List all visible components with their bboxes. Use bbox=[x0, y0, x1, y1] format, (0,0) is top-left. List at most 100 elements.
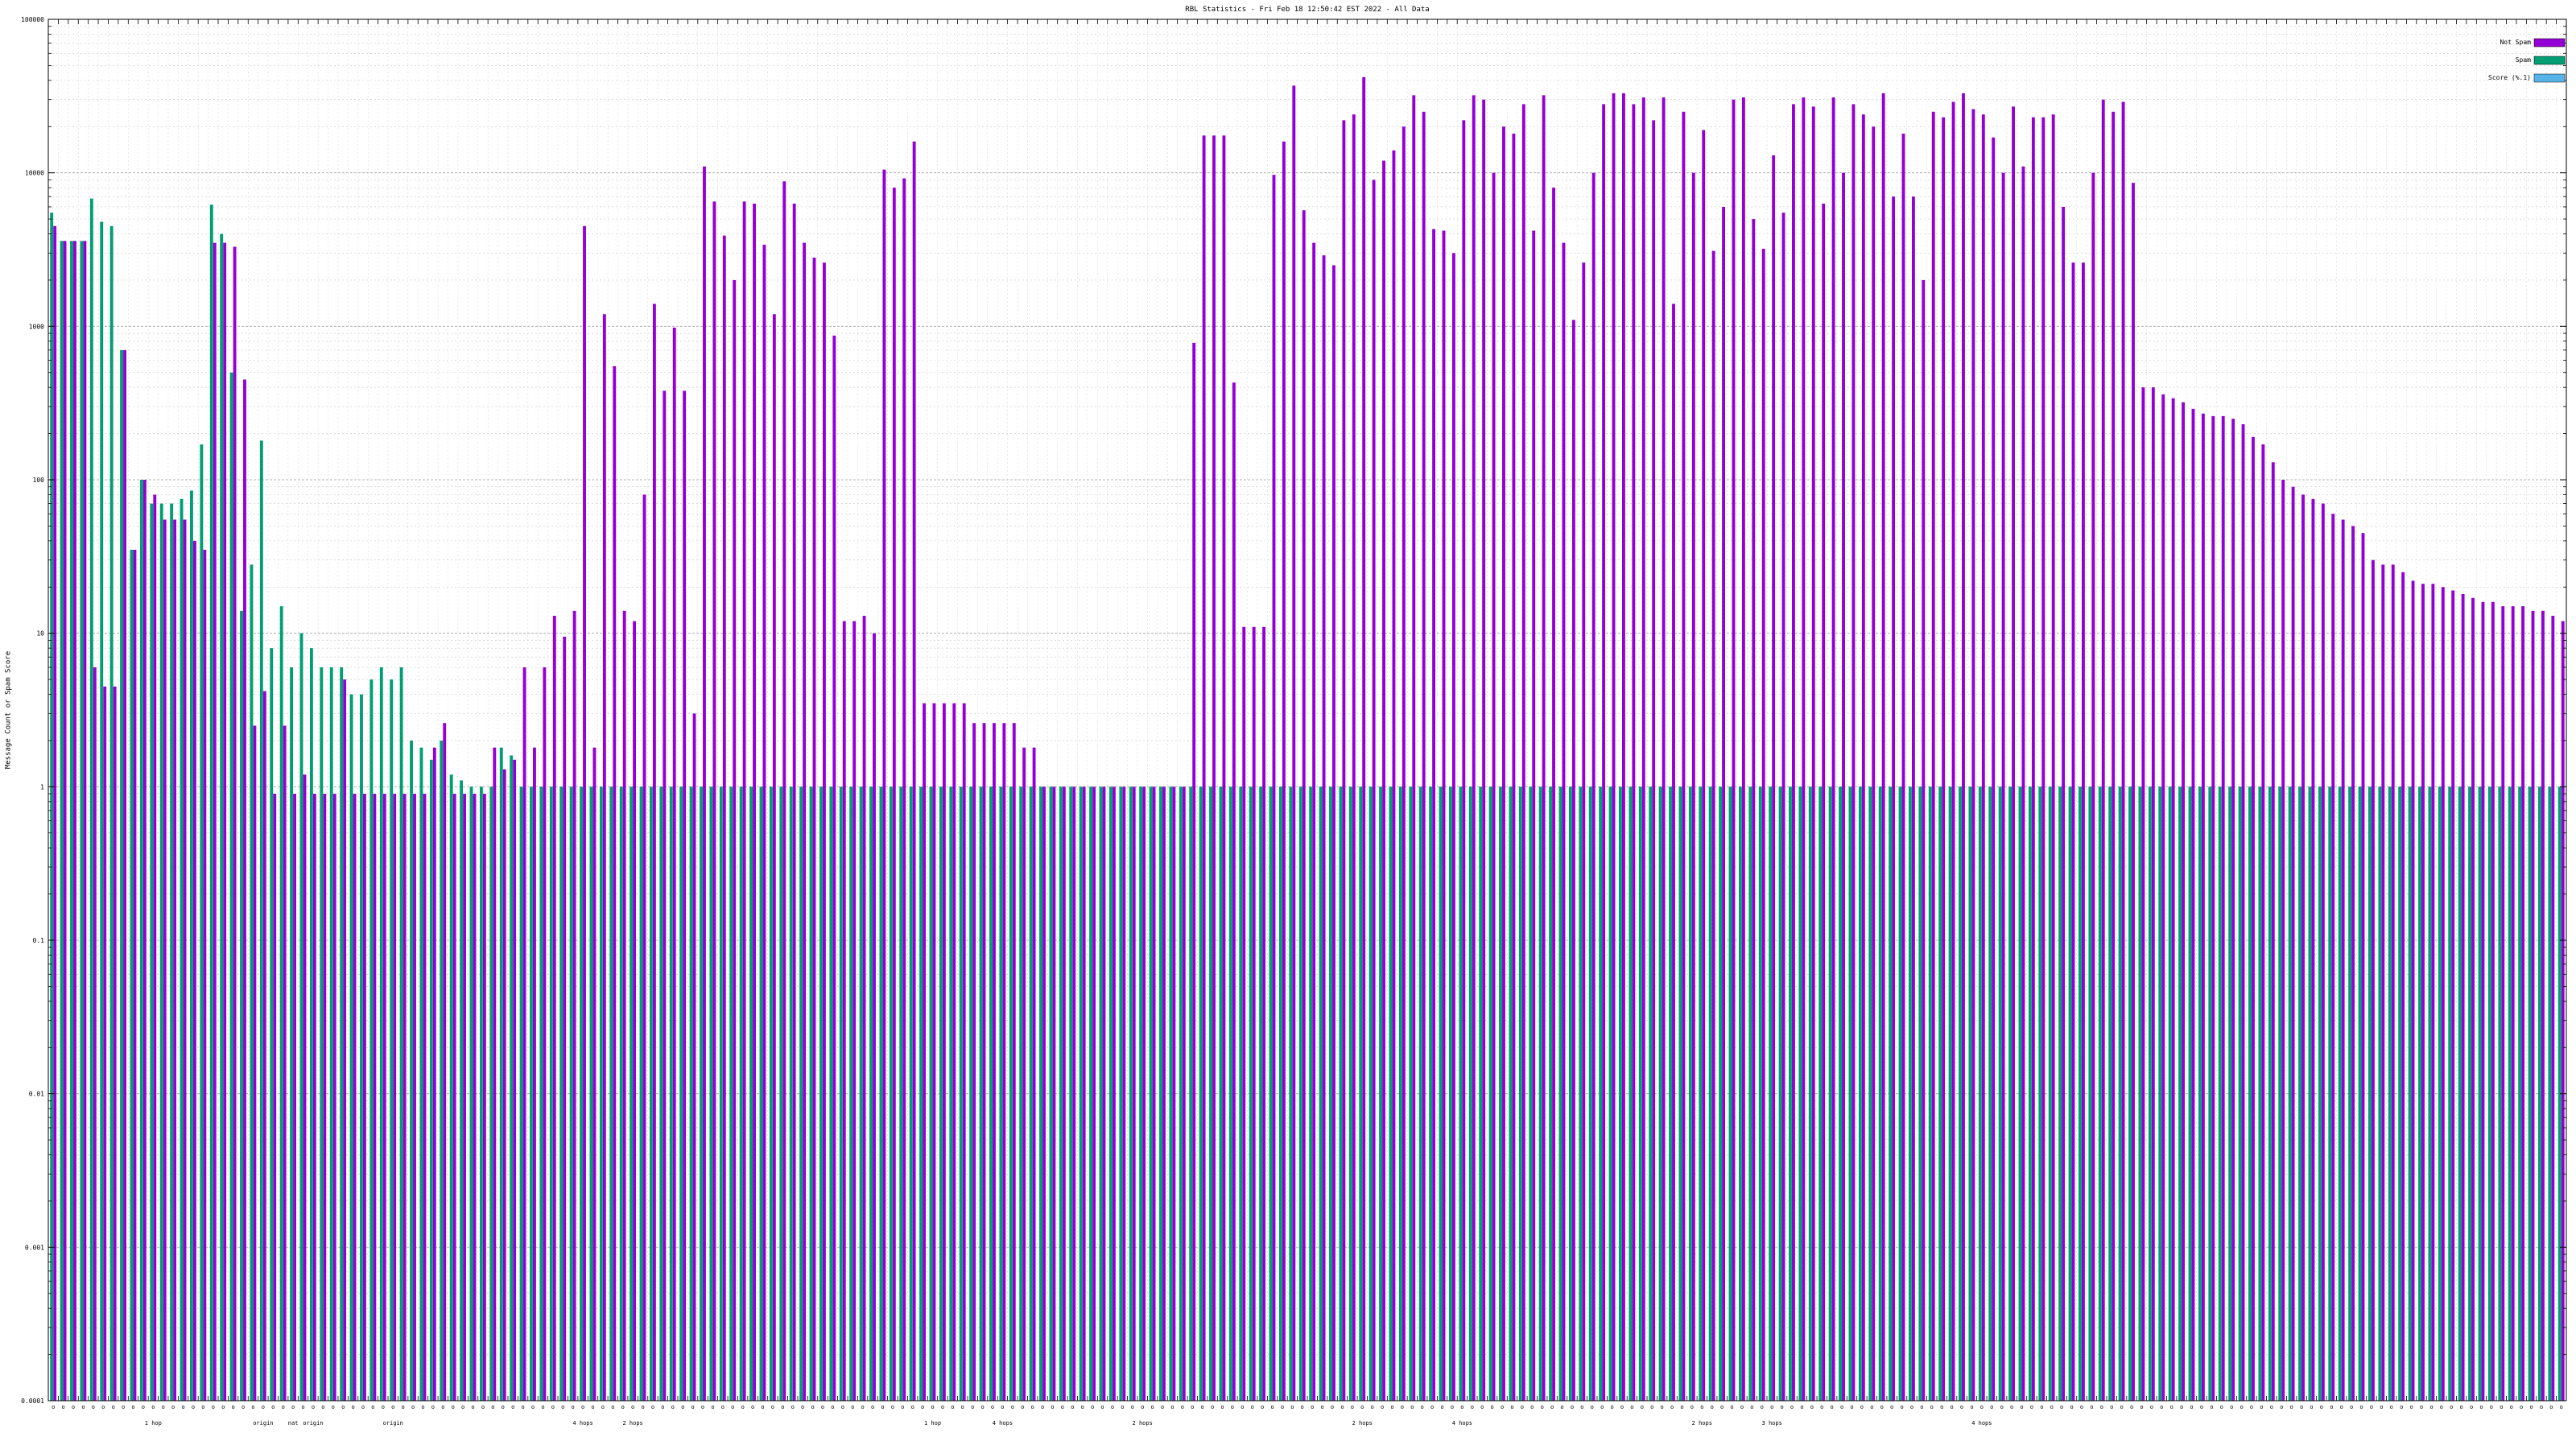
bar-not-spam bbox=[1981, 114, 1985, 1401]
bar-not-spam bbox=[1892, 196, 1896, 1402]
bar-spam bbox=[979, 786, 983, 1401]
bar-not-spam bbox=[852, 621, 857, 1401]
x-tick-label: o bbox=[2180, 1404, 2183, 1410]
bar-not-spam bbox=[2411, 580, 2415, 1401]
x-tick-label: o bbox=[2240, 1404, 2243, 1410]
bar-not-spam bbox=[382, 794, 386, 1401]
bar-spam bbox=[2318, 786, 2322, 1401]
bar-spam bbox=[839, 786, 843, 1401]
bar-spam bbox=[909, 786, 913, 1401]
bar-not-spam bbox=[1112, 786, 1116, 1401]
x-tick-label: o bbox=[2340, 1404, 2343, 1410]
bar-spam bbox=[1669, 786, 1672, 1401]
bar-not-spam bbox=[2391, 564, 2395, 1402]
bar-spam bbox=[1808, 786, 1812, 1401]
bar-spam bbox=[1699, 786, 1703, 1401]
bar-spam bbox=[1199, 786, 1203, 1401]
x-tick-label: o bbox=[341, 1404, 345, 1410]
bar-spam bbox=[1089, 786, 1093, 1401]
bar-spam bbox=[220, 233, 224, 1402]
bar-not-spam bbox=[103, 686, 107, 1401]
bars bbox=[50, 76, 2565, 1402]
bar-spam bbox=[429, 759, 433, 1401]
x-tick-label: o bbox=[1351, 1404, 1354, 1410]
bar-not-spam bbox=[572, 610, 576, 1401]
bar-not-spam bbox=[273, 794, 277, 1401]
bar-not-spam bbox=[782, 181, 786, 1402]
bar-not-spam bbox=[522, 667, 526, 1401]
x-tick-label: o bbox=[661, 1404, 664, 1410]
x-tick-label: o bbox=[1761, 1404, 1764, 1410]
bar-spam bbox=[510, 755, 514, 1401]
x-tick-label: o bbox=[1630, 1404, 1633, 1410]
category-label: 2 hops bbox=[1692, 1420, 1712, 1426]
x-tick-label: o bbox=[1480, 1404, 1484, 1410]
x-tick-label: o bbox=[2320, 1404, 2323, 1410]
bar-spam bbox=[1529, 786, 1533, 1401]
x-tick-label: o bbox=[1100, 1404, 1104, 1410]
bar-not-spam bbox=[113, 686, 117, 1401]
bar-spam bbox=[1708, 786, 1712, 1401]
bar-spam bbox=[559, 786, 564, 1401]
bar-not-spam bbox=[1232, 382, 1236, 1401]
x-tick-label: o bbox=[841, 1404, 844, 1410]
x-tick-label: o bbox=[1241, 1404, 1244, 1410]
x-tick-label: o bbox=[1501, 1404, 1504, 1410]
bar-spam bbox=[1538, 786, 1542, 1401]
bar-spam bbox=[2178, 786, 2182, 1401]
bar-spam bbox=[879, 786, 883, 1401]
bar-spam bbox=[1359, 786, 1363, 1401]
bar-spam bbox=[639, 786, 643, 1401]
x-tick-label: o bbox=[2040, 1404, 2043, 1410]
bar-spam bbox=[489, 786, 493, 1401]
x-tick-label: o bbox=[321, 1404, 324, 1410]
bar-spam bbox=[2168, 786, 2172, 1401]
bar-spam bbox=[349, 694, 353, 1401]
bar-spam bbox=[1588, 786, 1592, 1401]
bar-spam bbox=[519, 786, 523, 1401]
bar-spam bbox=[530, 786, 533, 1401]
bar-spam bbox=[1998, 786, 2002, 1401]
bar-spam bbox=[630, 786, 634, 1401]
bar-spam bbox=[889, 786, 893, 1401]
x-tick-label: o bbox=[131, 1404, 134, 1410]
bar-spam bbox=[1079, 786, 1083, 1401]
x-tick-label: o bbox=[1141, 1404, 1144, 1410]
x-tick-label: o bbox=[1780, 1404, 1783, 1410]
bar-spam bbox=[1848, 786, 1852, 1401]
bar-not-spam bbox=[1462, 120, 1466, 1402]
bar-not-spam bbox=[163, 519, 167, 1401]
bar-spam bbox=[89, 198, 93, 1401]
bar-not-spam bbox=[1282, 141, 1286, 1401]
bar-spam bbox=[2248, 786, 2252, 1401]
x-tick-label: o bbox=[2210, 1404, 2213, 1410]
x-tick-label: o bbox=[2090, 1404, 2093, 1410]
bar-not-spam bbox=[173, 519, 177, 1401]
category-label: origin bbox=[253, 1420, 273, 1426]
bar-spam bbox=[1309, 786, 1313, 1401]
bar-spam bbox=[1758, 786, 1762, 1401]
legend-swatch bbox=[2533, 38, 2566, 47]
bar-not-spam bbox=[1022, 747, 1026, 1401]
bar-spam bbox=[1968, 786, 1972, 1401]
bar-spam bbox=[929, 786, 933, 1401]
x-tick-label: o bbox=[561, 1404, 564, 1410]
bar-not-spam bbox=[2121, 101, 2125, 1401]
bar-not-spam bbox=[1542, 95, 1546, 1401]
bar-not-spam bbox=[1532, 230, 1536, 1401]
x-tick-label: o bbox=[2120, 1404, 2124, 1410]
bar-not-spam bbox=[2001, 172, 2005, 1402]
x-tick-label: o bbox=[101, 1404, 105, 1410]
x-tick-label: o bbox=[1261, 1404, 1264, 1410]
bar-spam bbox=[1149, 786, 1153, 1401]
bar-not-spam bbox=[2101, 99, 2105, 1401]
x-tick-label: o bbox=[201, 1404, 204, 1410]
bar-not-spam bbox=[283, 725, 287, 1401]
bar-not-spam bbox=[1012, 723, 1016, 1401]
x-tick-label: o bbox=[441, 1404, 444, 1410]
bar-spam bbox=[270, 648, 274, 1401]
x-tick-label: o bbox=[651, 1404, 654, 1410]
bar-spam bbox=[1129, 786, 1133, 1401]
bar-spam bbox=[999, 786, 1003, 1401]
bar-spam bbox=[369, 679, 374, 1401]
